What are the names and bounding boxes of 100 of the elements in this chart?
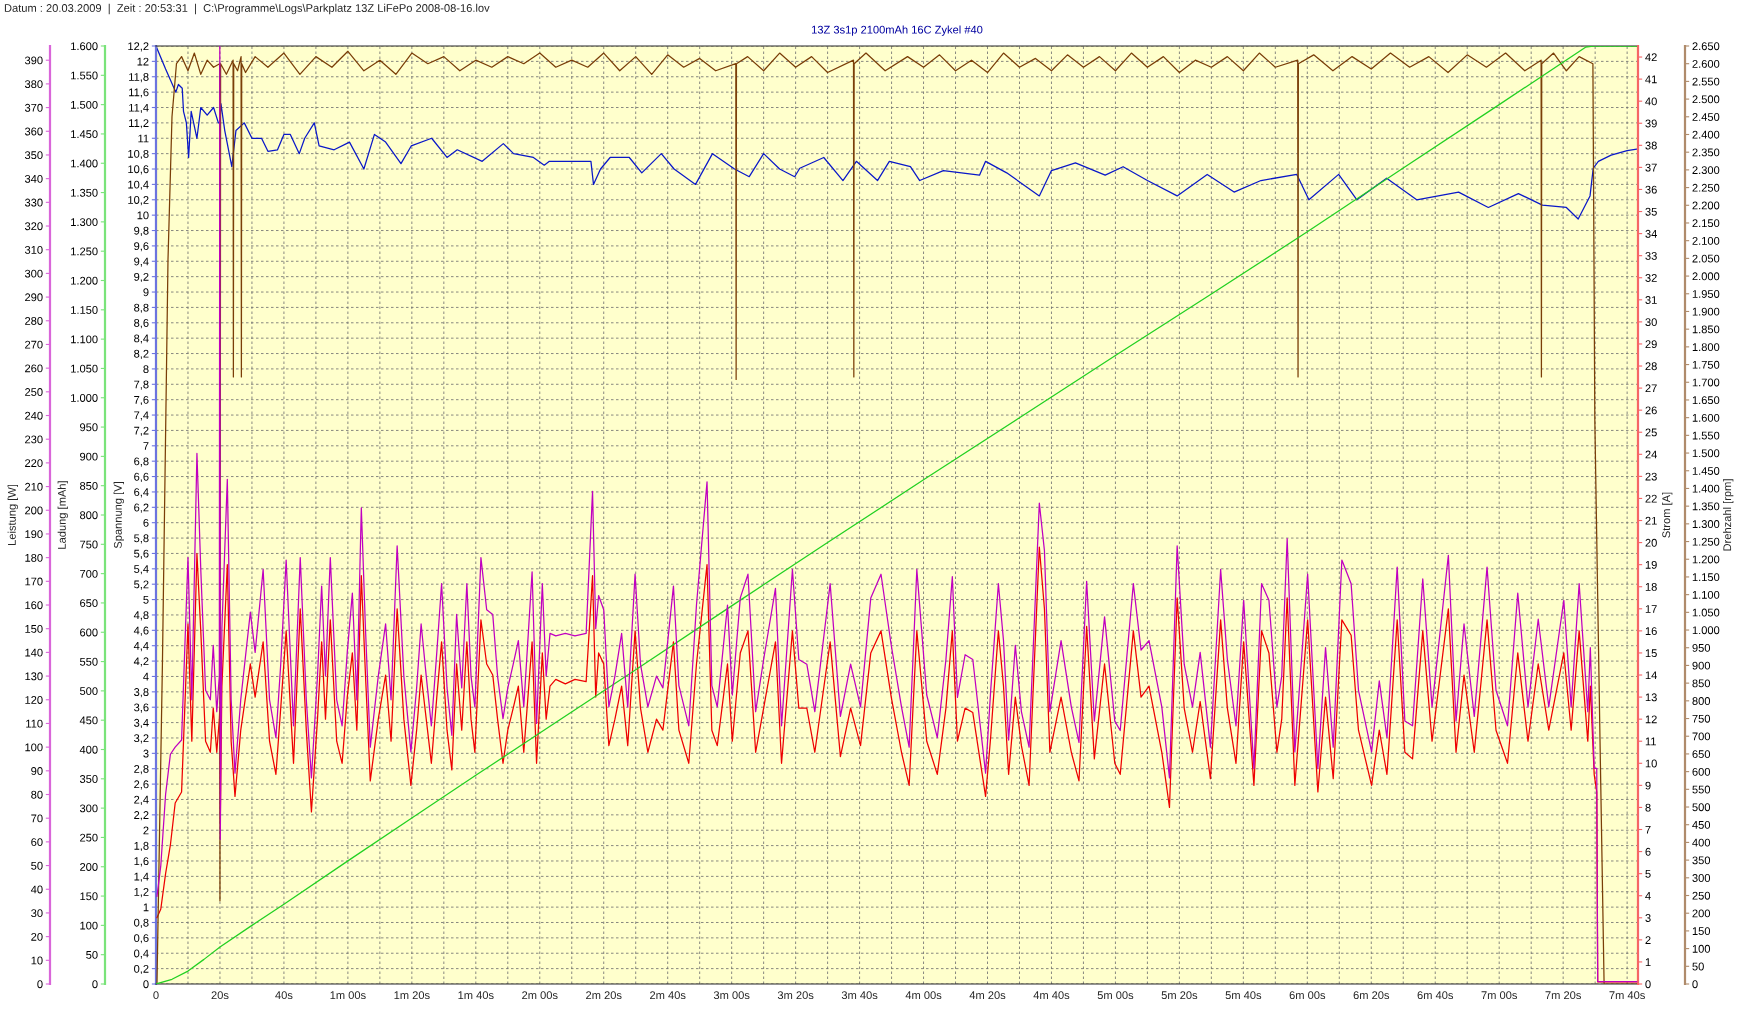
- y2-tick-label: 370: [24, 103, 43, 112]
- y-tick-label: 0,6: [134, 934, 149, 944]
- y2-tick-label: 30: [1645, 318, 1657, 327]
- y2-tick-label: 260: [25, 364, 43, 373]
- y2-tick-label: 0: [37, 980, 43, 989]
- y3-tick-label: 1.500: [1692, 449, 1720, 458]
- y2-tick-label: 25: [1645, 428, 1657, 437]
- x-tick-label: 5m 00s: [1097, 991, 1134, 1000]
- y-tick-label: 10,4: [128, 180, 149, 190]
- y2-tick-label: 23: [1645, 472, 1657, 481]
- y2-tick-label: 4: [1645, 892, 1651, 900]
- y-tick-label: 5,2: [134, 580, 149, 590]
- y2-tick-label: 290: [25, 293, 43, 302]
- y-tick-label: 300: [79, 804, 98, 813]
- y3-tick-label: 550: [1692, 785, 1711, 794]
- y-tick-label: 8,4: [134, 334, 149, 344]
- y3-tick-label: 1.200: [1692, 555, 1720, 564]
- y3-tick-label: 500: [1692, 803, 1711, 812]
- y2-tick-label: 26: [1645, 406, 1657, 415]
- y-tick-label: 1.350: [71, 188, 98, 197]
- y-tick-label: 650: [80, 599, 98, 608]
- y-tick-label: 7: [143, 442, 149, 450]
- y2-tick-label: 90: [31, 767, 43, 775]
- y2-tick-label: 70: [31, 814, 43, 823]
- x-tick-label: 6m 20s: [1353, 991, 1390, 1000]
- y-tick-label: 8,2: [134, 349, 149, 359]
- y-tick-label: 1.400: [71, 159, 98, 168]
- x-tick-label: 4m 40s: [1033, 991, 1070, 1000]
- y2-tick-label: 14: [1645, 671, 1657, 680]
- y2-tick-label: 380: [24, 80, 43, 89]
- y3-tick-label: 2.550: [1692, 77, 1720, 86]
- y2-tick-label: 360: [24, 127, 43, 136]
- y-tick-label: 5,6: [134, 549, 149, 559]
- y3-tick-label: 2.250: [1692, 183, 1720, 192]
- y2-tick-label: 160: [25, 601, 43, 610]
- y-tick-label: 750: [80, 540, 98, 549]
- y-tick-label: 6: [143, 518, 149, 527]
- x-tick-label: 2m 40s: [650, 991, 686, 1000]
- y-tick-label: 12: [137, 57, 149, 66]
- y-tick-label: 1.050: [71, 364, 98, 373]
- y2-tick-label: 20: [31, 932, 43, 941]
- y3-tick-label: 1.700: [1692, 378, 1720, 387]
- y3-tick-label: 2.300: [1692, 166, 1720, 175]
- x-tick-label: 1m 40s: [458, 991, 494, 1000]
- y3-tick-label: 1.350: [1692, 502, 1720, 511]
- y2-tick-label: 100: [25, 743, 43, 752]
- y-tick-label: 700: [80, 569, 98, 578]
- y3-tick-label: 350: [1692, 856, 1711, 865]
- y3-tick-label: 800: [1692, 697, 1711, 705]
- y-tick-label: 4,2: [133, 657, 149, 667]
- y2-tick-label: 32: [1645, 274, 1657, 282]
- y2-tick-label: 27: [1645, 384, 1657, 393]
- y-tick-label: 8,6: [134, 319, 149, 329]
- y3-tick-label: 850: [1692, 679, 1711, 688]
- y2-tick-label: 33: [1645, 251, 1657, 260]
- y2-tick-label: 6: [1645, 847, 1651, 856]
- y2-tick-label: 230: [25, 435, 43, 444]
- y2-tick-label: 140: [25, 648, 43, 657]
- y2-tick-label: 40: [1645, 97, 1657, 106]
- x-tick-label: 4m 20s: [969, 991, 1006, 1000]
- y2-tick-label: 35: [1645, 207, 1657, 216]
- y3-tick-label: 1.800: [1692, 343, 1720, 351]
- y-tick-label: 0,4: [134, 949, 149, 959]
- x-tick-label: 3m 20s: [777, 991, 814, 1000]
- y2-tick-label: 120: [25, 696, 43, 704]
- y-tick-label: 550: [79, 657, 98, 666]
- y2-tick-label: 350: [24, 151, 43, 160]
- y-tick-label: 10,2: [128, 196, 149, 206]
- y2-tick-label: 39: [1645, 119, 1657, 128]
- y-tick-label: 400: [79, 745, 98, 754]
- y-tick-label: 50: [86, 950, 98, 959]
- y2-tick-label: 270: [25, 340, 43, 349]
- y2-tick-label: 41: [1645, 75, 1657, 84]
- y2-tick-label: 11: [1645, 737, 1656, 746]
- y2-tick-label: 36: [1645, 185, 1657, 194]
- y3-tick-label: 1.450: [1692, 467, 1720, 475]
- y-tick-label: 0: [92, 980, 98, 989]
- y2-tick-label: 5: [1645, 870, 1651, 878]
- y2-tick-label: 22: [1645, 494, 1657, 503]
- y3-tick-label: 2.150: [1692, 219, 1720, 228]
- y3-tick-label: 2.050: [1692, 254, 1720, 263]
- y3-tick-label: 1.400: [1692, 484, 1720, 493]
- y2-tick-label: 13: [1645, 693, 1657, 702]
- x-tick-label: 7m 00s: [1481, 991, 1518, 1000]
- y-tick-label: 10,6: [128, 165, 149, 175]
- y2-tick-label: 210: [25, 482, 43, 491]
- y3-tick-label: 2.650: [1692, 42, 1720, 51]
- y2-tick-label: 30: [31, 909, 43, 918]
- y-tick-label: 1.200: [71, 276, 98, 285]
- y3-tick-label: 600: [1692, 767, 1711, 776]
- text: Datum : 20.03.2009 | Zeit : 20:53:31 | C:\Programme\Logs\Parkplatz 13Z LiFePo 2008-08-16.lov: [4, 3, 490, 15]
- y-tick-label: 1.100: [71, 335, 98, 344]
- y-tick-label: 850: [80, 481, 98, 490]
- x-tick-label: 4m 00s: [905, 991, 942, 1000]
- y2-tick-label: 190: [25, 530, 43, 539]
- y-tick-label: 9,8: [134, 226, 149, 236]
- y-tick-label: 3,2: [134, 734, 149, 744]
- y-tick-label: 500: [79, 687, 98, 696]
- y-tick-label: 1.300: [71, 218, 98, 227]
- y-tick-label: 1.550: [71, 71, 98, 80]
